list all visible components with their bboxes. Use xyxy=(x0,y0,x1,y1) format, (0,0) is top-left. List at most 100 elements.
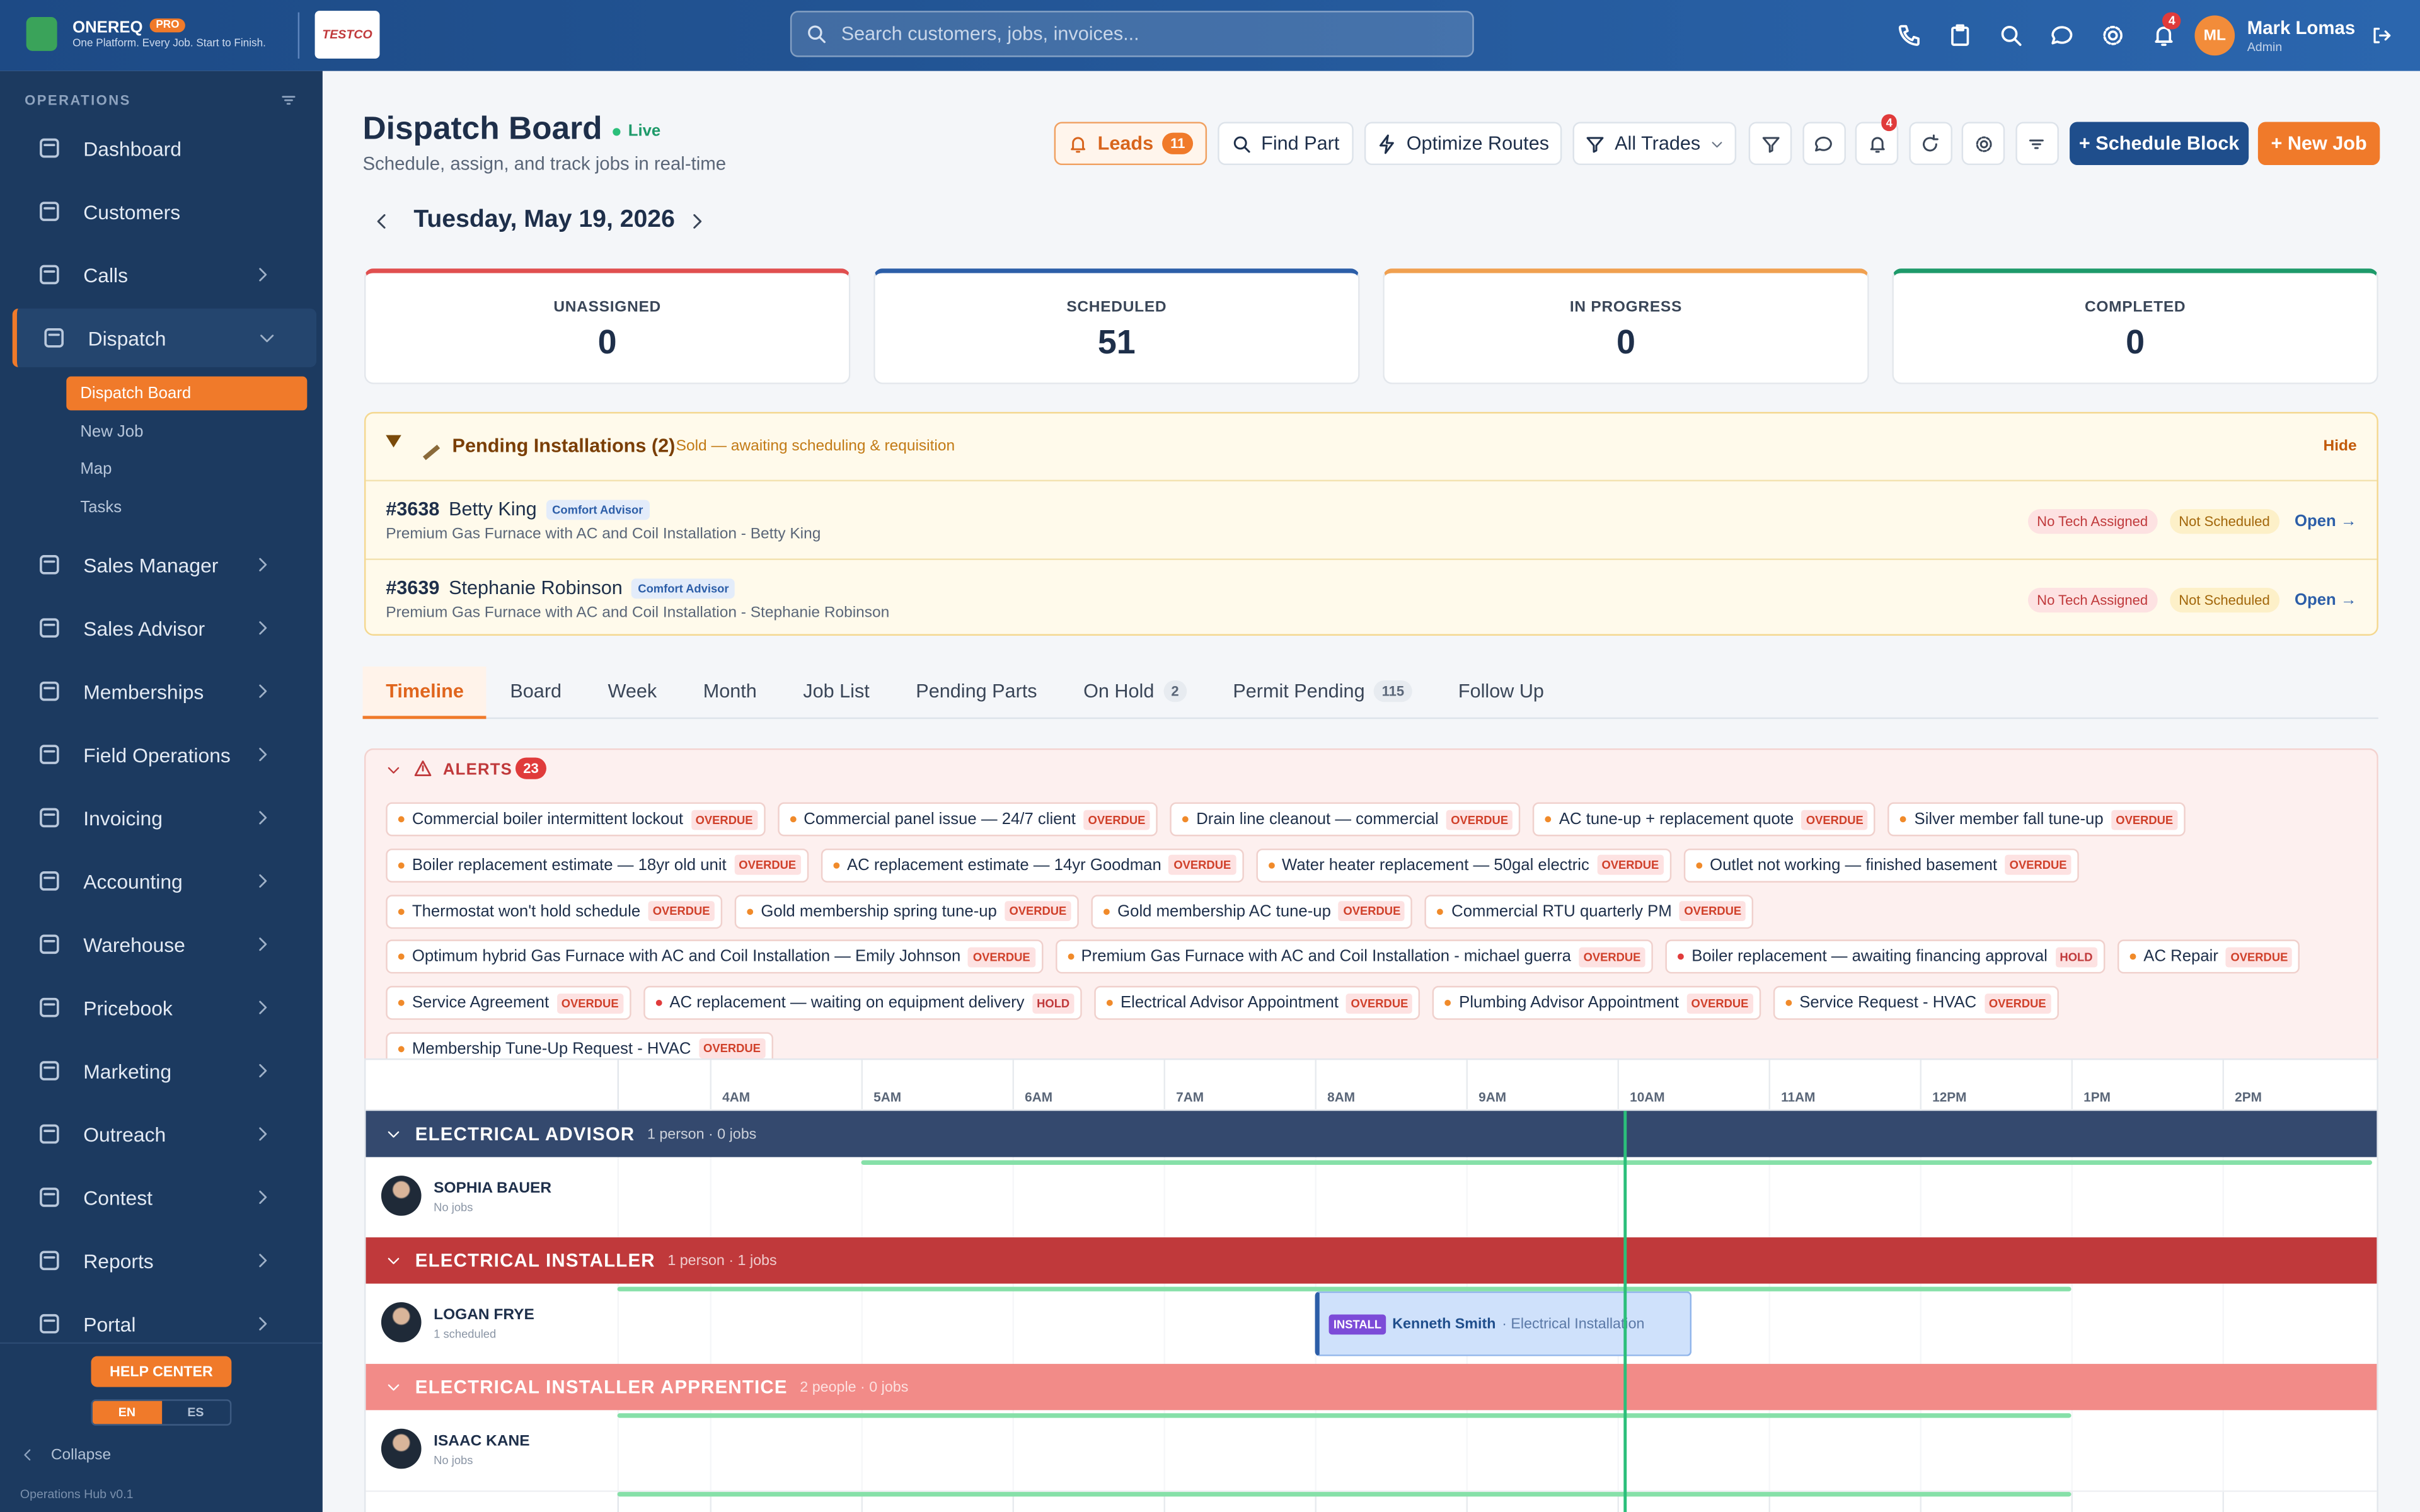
subnav-item[interactable]: New Job xyxy=(80,421,144,441)
nav-item[interactable]: Marketing xyxy=(13,1041,312,1100)
nav-item[interactable]: Dispatch xyxy=(12,308,317,367)
group-header[interactable]: ELECTRICAL ADVISOR 1 person · 0 jobs xyxy=(366,1111,2377,1157)
tab[interactable]: Timeline xyxy=(362,666,487,719)
alert-chip[interactable]: AC replacement estimate — 14yr Goodman OV… xyxy=(821,848,1243,883)
subnav-item[interactable]: Tasks xyxy=(80,497,122,517)
icon-button[interactable] xyxy=(1908,122,1952,166)
alert-text: Optimum hybrid Gas Furnace with AC and C… xyxy=(412,948,961,967)
group-name: ELECTRICAL ADVISOR xyxy=(415,1123,635,1145)
toolbar-button[interactable]: Optimize Routes xyxy=(1364,122,1562,166)
status-badge: Not Scheduled xyxy=(2169,588,2279,613)
icon-button[interactable] xyxy=(1802,122,1845,166)
alert-chip[interactable]: Plumbing Advisor Appointment OVERDUE xyxy=(1432,986,1761,1021)
tab[interactable]: Week xyxy=(585,667,680,716)
icon-button[interactable] xyxy=(2015,122,2058,166)
alert-chip[interactable]: AC replacement — waiting on equipment de… xyxy=(643,986,1082,1021)
tab[interactable]: On Hold 2 xyxy=(1060,667,1209,716)
alert-chip[interactable]: Thermostat won't hold schedule OVERDUE xyxy=(386,894,723,929)
icon-button[interactable] xyxy=(1961,122,2005,166)
subnav-item[interactable]: Map xyxy=(80,459,112,479)
tab[interactable]: Board xyxy=(487,667,585,716)
help-center[interactable]: HELP CENTER xyxy=(91,1356,232,1387)
alert-chip[interactable]: Water heater replacement — 50gal electri… xyxy=(1255,848,1671,883)
schedule-block-button[interactable]: + Schedule Block xyxy=(2070,122,2249,166)
nav-item[interactable]: Memberships xyxy=(13,662,312,721)
user-avatar[interactable]: ML xyxy=(2194,15,2235,56)
alert-chip[interactable]: Premium Gas Furnace with AC and Coil Ins… xyxy=(1054,940,1654,975)
alert-chip[interactable]: Silver member fall tune-up OVERDUE xyxy=(1887,802,2186,837)
nav-item[interactable]: Invoicing xyxy=(13,788,312,847)
alert-dot xyxy=(398,954,405,961)
availability-bar xyxy=(861,1160,2373,1165)
nav-item[interactable]: Calls xyxy=(13,245,312,304)
nav-item[interactable]: Outreach xyxy=(13,1104,312,1163)
nav-item[interactable]: Reports xyxy=(13,1231,312,1290)
pending-toggle[interactable] xyxy=(386,435,401,448)
main: Dispatch Board Live Schedule, assign, and … xyxy=(323,71,2420,1512)
toolbar-button[interactable]: Find Part xyxy=(1218,122,1354,166)
open-link[interactable]: Open → xyxy=(2294,590,2357,610)
alert-chip[interactable]: Commercial RTU quarterly PM OVERDUE xyxy=(1425,894,1754,929)
tab[interactable]: Job List xyxy=(780,667,893,716)
language-option[interactable]: ES xyxy=(187,1406,204,1420)
nav-item[interactable]: Sales Advisor xyxy=(13,598,312,657)
sidebar-divider xyxy=(0,1342,323,1344)
alert-chip[interactable]: AC Repair OVERDUE xyxy=(2117,940,2300,975)
alert-chip[interactable]: Outlet not working — finished basement OV… xyxy=(1683,848,2080,883)
alert-chip[interactable]: Electrical Advisor Appointment OVERDUE xyxy=(1094,986,1420,1021)
toolbar-button[interactable]: All Trades xyxy=(1572,122,1737,166)
alert-chip[interactable]: Gold membership spring tune-up OVERDUE xyxy=(734,894,1079,929)
tab[interactable]: Permit Pending 115 xyxy=(1210,667,1436,716)
nav-item[interactable]: Customers xyxy=(13,182,312,241)
refresh-icon xyxy=(1923,134,1939,151)
alert-text: AC replacement estimate — 14yr Goodman xyxy=(846,856,1161,875)
alert-dot xyxy=(1182,816,1189,823)
hide-link[interactable]: Hide xyxy=(2323,438,2357,455)
alert-chip[interactable]: AC tune-up + replacement quote OVERDUE xyxy=(1533,802,1876,837)
pending-status: No Tech Assigned Not Scheduled Open → xyxy=(2027,509,2357,534)
nav-item[interactable]: Accounting xyxy=(13,852,312,910)
list-icon xyxy=(2029,139,2044,149)
alert-chip[interactable]: Boiler replacement — awaiting financing … xyxy=(1665,940,2106,975)
new-job-button[interactable]: + New Job xyxy=(2257,122,2380,166)
leads-button[interactable]: Leads 11 xyxy=(1054,122,1207,166)
group-header[interactable]: ELECTRICAL INSTALLER APPRENTICE 2 people … xyxy=(366,1363,2377,1411)
nav-item[interactable]: Field Operations xyxy=(13,725,312,784)
nav-item[interactable]: Portal xyxy=(13,1295,312,1353)
status-badge: Not Scheduled xyxy=(2169,509,2279,534)
tab-label: On Hold xyxy=(1083,680,1155,702)
search-box[interactable]: Search customers, jobs, invoices... xyxy=(790,11,1474,57)
alert-chip[interactable]: Drain line cleanout — commercial OVERDUE xyxy=(1170,802,1521,837)
alert-chip[interactable]: Service Agreement OVERDUE xyxy=(386,986,631,1021)
subnav-item[interactable]: Dispatch Board xyxy=(66,376,308,411)
hour-label: 12PM xyxy=(1932,1089,1967,1105)
pending-row: #3639 Stephanie Robinson Comfort Advisor Pr… xyxy=(366,558,2377,639)
tab-label: Pending Parts xyxy=(916,680,1037,702)
collapse[interactable]: Collapse xyxy=(50,1447,112,1465)
tab[interactable]: Follow Up xyxy=(1435,667,1567,716)
nav-item[interactable]: Sales Manager xyxy=(13,536,312,594)
nav-item[interactable]: Warehouse xyxy=(13,915,312,973)
alert-chip[interactable]: Optimum hybrid Gas Furnace with AC and C… xyxy=(386,940,1043,975)
icon-button[interactable] xyxy=(1748,122,1792,166)
job-block[interactable]: INSTALL Kenneth Smith · Electrical Install… xyxy=(1315,1291,1692,1356)
alert-chip[interactable]: Boiler replacement estimate — 18yr old u… xyxy=(386,848,809,883)
group-header[interactable]: ELECTRICAL INSTALLER 1 person · 1 jobs xyxy=(366,1237,2377,1284)
alert-chip[interactable]: Gold membership AC tune-up OVERDUE xyxy=(1091,894,1413,929)
nav-item[interactable]: Pricebook xyxy=(13,978,312,1037)
phone-icon xyxy=(1898,25,1920,46)
icon-button[interactable]: 4 xyxy=(1855,114,1899,166)
tab[interactable]: Month xyxy=(680,667,780,716)
nav-item[interactable]: Dashboard xyxy=(13,119,312,178)
alerts-title[interactable]: ALERTS xyxy=(442,760,513,779)
open-link[interactable]: Open → xyxy=(2294,512,2357,531)
alert-chip[interactable]: Commercial panel issue — 24/7 client OVER… xyxy=(777,802,1158,837)
nav-item[interactable]: Contest xyxy=(13,1168,312,1227)
alert-chip[interactable]: Service Request - HVAC OVERDUE xyxy=(1773,986,2059,1021)
box-icon xyxy=(40,555,59,575)
alert-text: AC replacement — waiting on equipment de… xyxy=(669,994,1025,1012)
alert-chip[interactable]: Commercial boiler intermittent lockout OV… xyxy=(386,802,766,837)
language-option[interactable]: EN xyxy=(92,1400,161,1424)
alert-status: OVERDUE xyxy=(1446,809,1513,830)
tab[interactable]: Pending Parts xyxy=(893,667,1061,716)
